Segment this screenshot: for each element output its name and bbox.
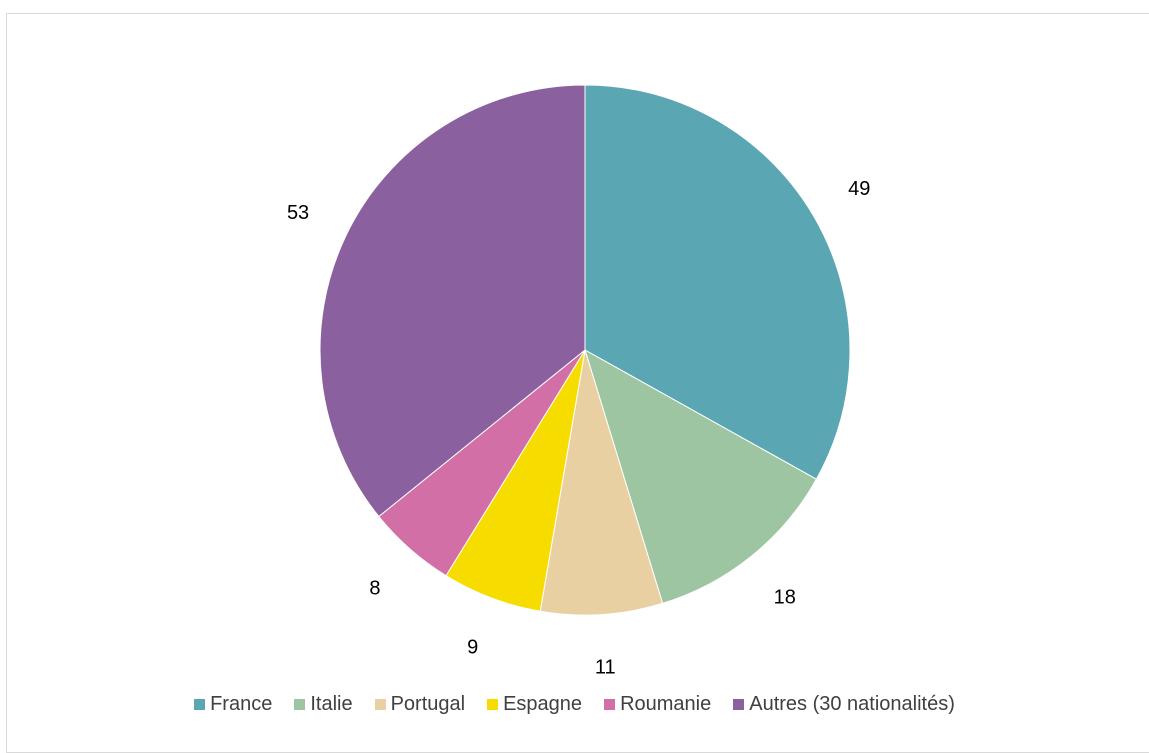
legend-swatch-france xyxy=(194,699,206,710)
legend-swatch-italie xyxy=(294,699,306,710)
legend-item-autres: Autres (30 nationalités) xyxy=(733,693,955,716)
data-label-roumanie: 8 xyxy=(369,578,380,600)
legend-label-espagne: Espagne xyxy=(503,693,583,715)
legend-label-portugal: Portugal xyxy=(390,693,466,715)
pie-chart: 49 18 11 9 8 53 xyxy=(287,84,870,678)
pie-slice-italie xyxy=(584,348,818,605)
data-label-portugal: 11 xyxy=(595,656,616,678)
pie-slice-portugal xyxy=(539,349,664,616)
legend-swatch-roumanie xyxy=(604,699,616,710)
data-label-france: 49 xyxy=(848,178,870,200)
pie-slice-france xyxy=(584,84,851,480)
legend-swatch-autres xyxy=(733,699,745,710)
data-label-italie: 18 xyxy=(774,586,796,608)
legend-item-italie: Italie xyxy=(294,693,353,716)
legend-label-italie: Italie xyxy=(310,693,353,715)
legend-item-france: France xyxy=(194,693,272,716)
legend: France Italie Portugal Espagne Roumanie … xyxy=(0,693,1149,716)
legend-swatch-portugal xyxy=(374,699,386,710)
data-label-autres: 53 xyxy=(287,202,309,224)
data-label-espagne: 9 xyxy=(467,637,478,659)
legend-label-roumanie: Roumanie xyxy=(620,693,712,715)
legend-item-roumanie: Roumanie xyxy=(604,693,711,716)
legend-label-autres: Autres (30 nationalités) xyxy=(749,693,955,715)
legend-swatch-espagne xyxy=(487,699,499,710)
pie-slice-autres xyxy=(319,84,586,518)
legend-item-espagne: Espagne xyxy=(487,693,582,716)
legend-item-portugal: Portugal xyxy=(374,693,466,716)
legend-label-france: France xyxy=(210,693,273,715)
